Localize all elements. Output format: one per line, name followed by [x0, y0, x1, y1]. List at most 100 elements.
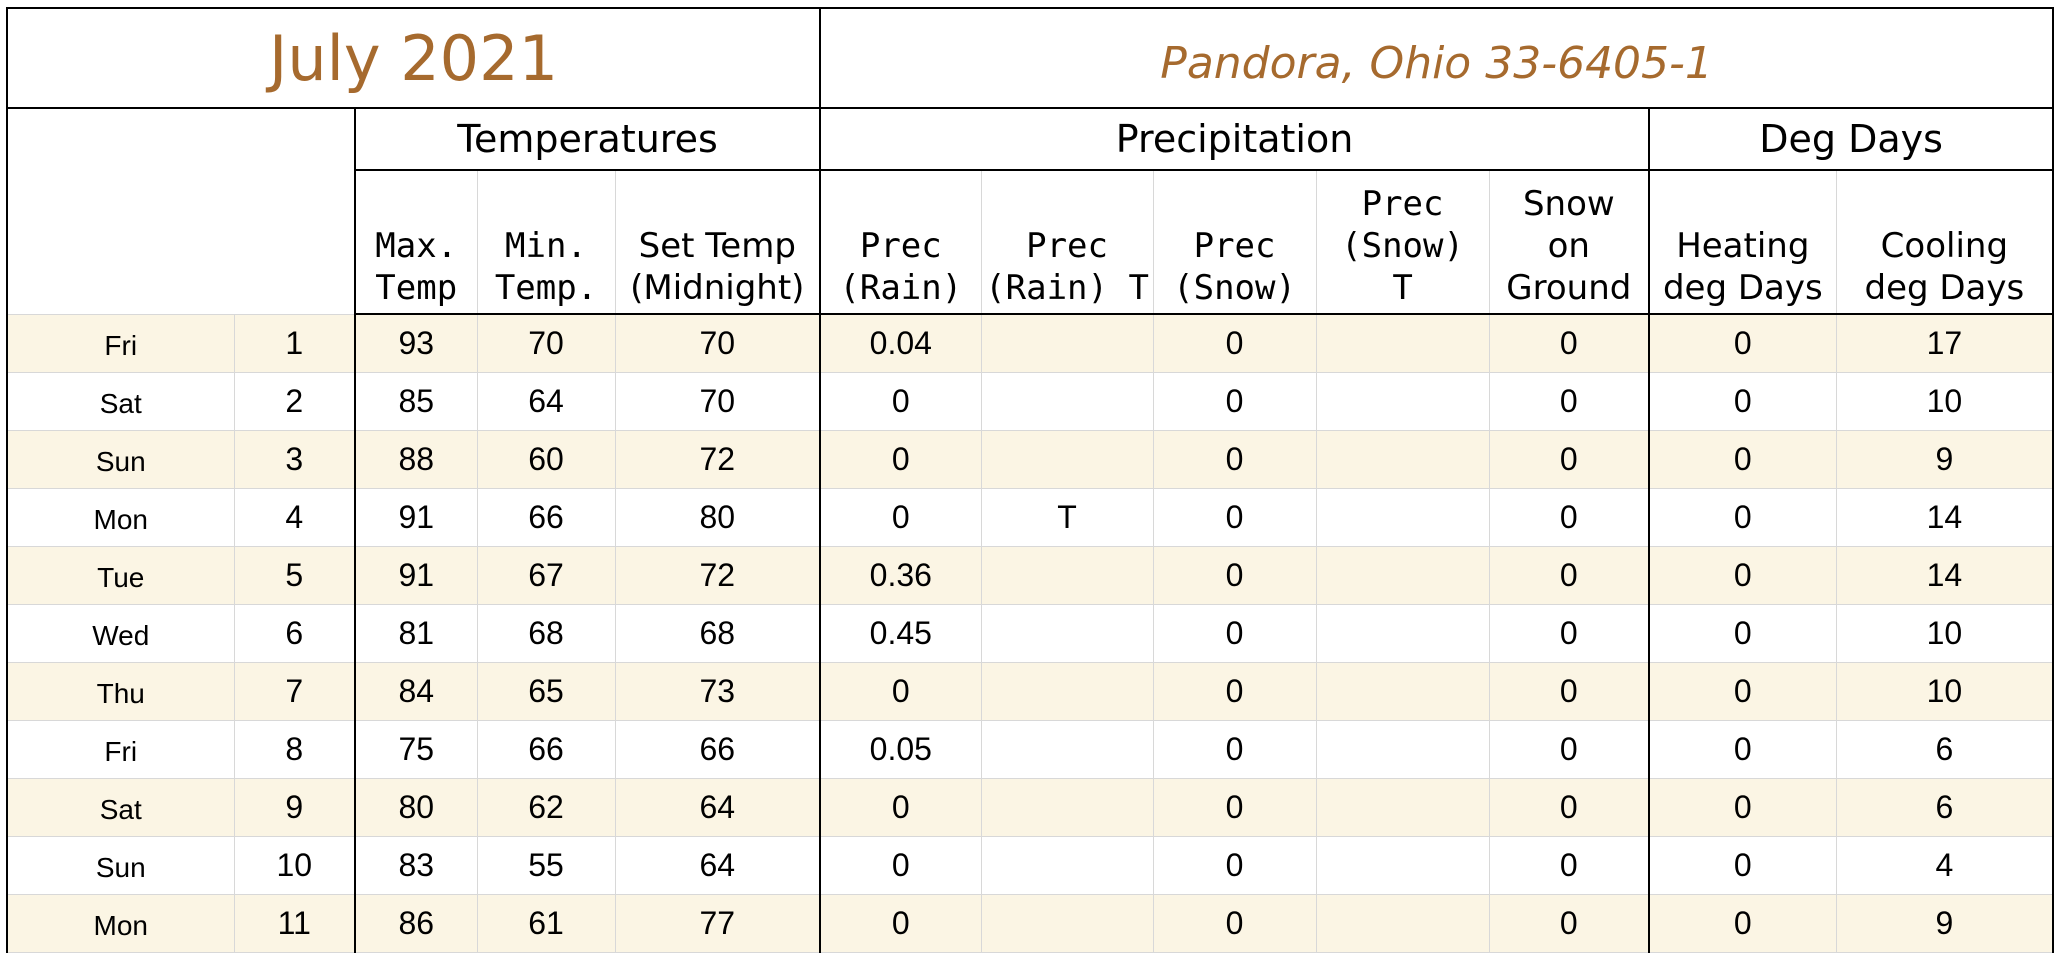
day-number-cell: 1	[233, 313, 356, 373]
prec-rain-t-cell	[980, 371, 1154, 431]
prec-rain-cell: 0.05	[819, 719, 982, 779]
column-header-line: Temp	[375, 268, 458, 308]
prec-snow-cell: 0	[1152, 371, 1317, 431]
day-number-cell: 7	[233, 661, 356, 721]
blank-header-cell	[6, 108, 355, 314]
column-header-line: Temp.	[494, 268, 598, 308]
prec-snow-t-cell	[1315, 429, 1490, 489]
table-row: Sat 2 85 64 70 0 0 0 0 10	[6, 371, 2055, 431]
max-temp-cell: 85	[354, 371, 478, 431]
heating-deg-days-cell: 0	[1648, 603, 1837, 663]
heating-deg-days-cell: 0	[1648, 777, 1837, 837]
prec-rain-t-cell: T	[980, 487, 1154, 547]
prec-snow-t-header: Prec (Snow) T	[1315, 170, 1490, 315]
column-header-line: (Snow)	[1173, 268, 1296, 308]
day-of-week-cell: Sun	[6, 835, 235, 895]
prec-rain-t-cell	[980, 835, 1154, 895]
snow-on-ground-cell: 0	[1488, 313, 1651, 373]
min-temp-cell: 65	[476, 661, 616, 721]
snow-on-ground-cell: 0	[1488, 603, 1651, 663]
column-header-line: deg Days	[1864, 268, 2025, 308]
max-temp-cell: 83	[354, 835, 478, 895]
prec-rain-t-cell	[980, 893, 1154, 953]
day-of-week-cell: Thu	[6, 661, 235, 721]
max-temp-cell: 91	[354, 545, 478, 605]
cooling-deg-days-cell: 9	[1835, 893, 2055, 953]
column-header-line: (Snow)	[1341, 226, 1464, 266]
max-temp-cell: 91	[354, 487, 478, 547]
prec-snow-t-cell	[1315, 777, 1490, 837]
table-row: Sat 9 80 62 64 0 0 0 0 6	[6, 777, 2055, 837]
set-temp-cell: 80	[614, 487, 822, 547]
max-temp-cell: 84	[354, 661, 478, 721]
day-number-cell: 2	[233, 371, 356, 431]
snow-on-ground-cell: 0	[1488, 545, 1651, 605]
prec-snow-t-cell	[1315, 545, 1490, 605]
weather-table: July 2021 Pandora, Ohio 33-6405-1 Temper…	[5, 7, 2055, 953]
heating-deg-days-cell: 0	[1648, 371, 1837, 431]
prec-snow-t-cell	[1315, 603, 1490, 663]
column-header-line: Min.	[505, 226, 587, 266]
column-header-line: on	[1547, 226, 1590, 266]
prec-snow-cell: 0	[1152, 893, 1317, 953]
table-row: Wed 6 81 68 68 0.45 0 0 0 10	[6, 603, 2055, 663]
prec-snow-t-cell	[1315, 893, 1490, 953]
table-row: Sun 10 83 55 64 0 0 0 0 4	[6, 835, 2055, 895]
heating-deg-days-cell: 0	[1648, 313, 1837, 373]
day-number-cell: 3	[233, 429, 356, 489]
column-header-line: Heating	[1676, 226, 1810, 266]
prec-snow-cell: 0	[1152, 487, 1317, 547]
table-row: Mon 4 91 66 80 0 T 0 0 0 14	[6, 487, 2055, 547]
cooling-deg-days-cell: 4	[1835, 835, 2055, 895]
heating-deg-days-header: Heating deg Days	[1648, 170, 1837, 315]
prec-snow-t-cell	[1315, 313, 1490, 373]
prec-snow-cell: 0	[1152, 429, 1317, 489]
table-row: Tue 5 91 67 72 0.36 0 0 0 14	[6, 545, 2055, 605]
day-of-week-cell: Sat	[6, 777, 235, 837]
max-temp-cell: 86	[354, 893, 478, 953]
prec-snow-cell: 0	[1152, 313, 1317, 373]
heating-deg-days-cell: 0	[1648, 719, 1837, 779]
set-temp-cell: 77	[614, 893, 822, 953]
max-temp-cell: 81	[354, 603, 478, 663]
cooling-deg-days-cell: 6	[1835, 719, 2055, 779]
snow-on-ground-cell: 0	[1488, 487, 1651, 547]
table-row: Sun 3 88 60 72 0 0 0 0 9	[6, 429, 2055, 489]
prec-rain-cell: 0	[819, 835, 982, 895]
column-header-line: Max.	[375, 226, 458, 266]
prec-rain-t-cell	[980, 719, 1154, 779]
set-temp-cell: 68	[614, 603, 822, 663]
prec-rain-cell: 0.36	[819, 545, 982, 605]
prec-rain-cell: 0.04	[819, 313, 982, 373]
snow-on-ground-cell: 0	[1488, 371, 1651, 431]
heating-deg-days-cell: 0	[1648, 545, 1837, 605]
set-temp-header: Set Temp (Midnight)	[614, 170, 822, 315]
cooling-deg-days-cell: 6	[1835, 777, 2055, 837]
column-header-line: Prec	[1361, 184, 1444, 224]
set-temp-cell: 64	[614, 777, 822, 837]
min-temp-cell: 66	[476, 719, 616, 779]
temperatures-group-header: Temperatures	[353, 107, 822, 171]
cooling-deg-days-cell: 9	[1835, 429, 2055, 489]
prec-rain-cell: 0	[819, 777, 982, 837]
set-temp-cell: 73	[614, 661, 822, 721]
snow-on-ground-cell: 0	[1488, 429, 1651, 489]
prec-rain-cell: 0	[819, 429, 982, 489]
min-temp-cell: 66	[476, 487, 616, 547]
column-header-line: Prec	[1026, 226, 1108, 266]
max-temp-cell: 93	[354, 313, 478, 373]
prec-snow-cell: 0	[1152, 719, 1317, 779]
set-temp-cell: 70	[614, 313, 822, 373]
prec-rain-t-cell	[980, 603, 1154, 663]
set-temp-cell: 72	[614, 429, 822, 489]
prec-rain-header: Prec (Rain)	[819, 170, 982, 315]
prec-snow-t-cell	[1315, 835, 1490, 895]
day-of-week-cell: Mon	[6, 487, 235, 547]
title-row: July 2021 Pandora, Ohio 33-6405-1	[5, 7, 2055, 109]
month-title: July 2021	[5, 7, 822, 109]
day-number-cell: 11	[233, 893, 356, 953]
precipitation-group-header: Precipitation	[819, 107, 1651, 171]
column-header-line: Snow	[1522, 184, 1615, 224]
column-header-line: deg Days	[1662, 268, 1823, 308]
heating-deg-days-cell: 0	[1648, 487, 1837, 547]
